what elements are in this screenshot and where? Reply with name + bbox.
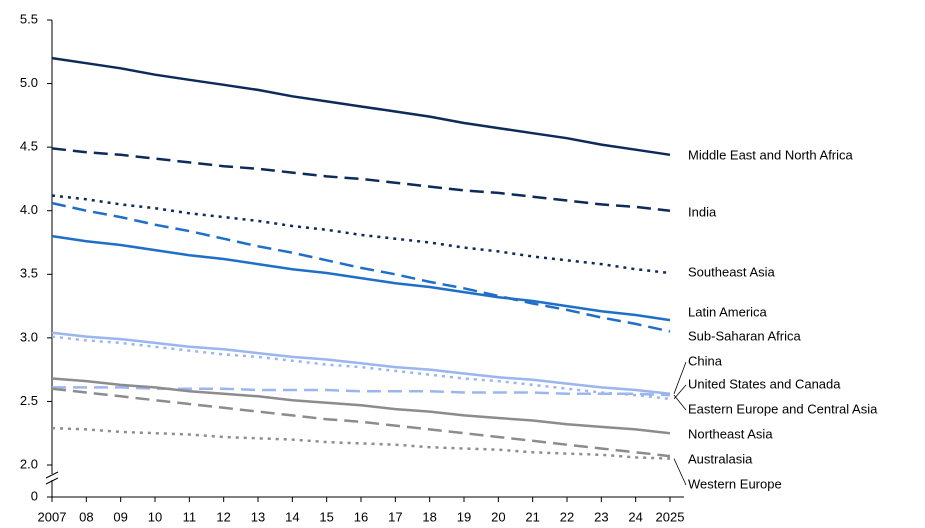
x-tick-label: 15	[319, 509, 333, 524]
y-tick-label: 2.5	[20, 393, 38, 408]
y-tick-label: 5.0	[20, 75, 38, 90]
x-tick-label: 20	[491, 509, 505, 524]
series-line	[51, 331, 671, 396]
series-line	[51, 426, 671, 460]
leader-line	[673, 458, 687, 486]
x-tick-label: 2025	[656, 509, 685, 524]
series-label: Southeast Asia	[688, 264, 775, 279]
x-tick-label: 11	[183, 509, 197, 524]
y-tick-label: 4.0	[20, 202, 38, 217]
series-label: Sub-Saharan Africa	[688, 328, 802, 343]
leader-line	[673, 394, 687, 411]
series-line	[51, 377, 671, 435]
series-label: Eastern Europe and Central Asia	[688, 401, 878, 416]
y-tick-label: 3.0	[20, 329, 38, 344]
series-line	[51, 147, 671, 212]
leader-line	[673, 361, 687, 394]
x-tick-label: 10	[148, 509, 162, 524]
x-tick-label: 21	[525, 509, 539, 524]
x-tick-label: 12	[216, 509, 230, 524]
y-tick-label: 4.5	[20, 139, 38, 154]
x-tick-label: 22	[560, 509, 574, 524]
x-tick-label: 23	[594, 509, 608, 524]
x-tick-label: 16	[354, 509, 368, 524]
y-tick-label: 5.5	[20, 11, 38, 26]
series-label: Western Europe	[688, 476, 782, 491]
series-label: Middle East and North Africa	[688, 147, 854, 162]
y-tick-label: 3.5	[20, 266, 38, 281]
x-tick-label: 13	[251, 509, 265, 524]
series-line	[51, 56, 671, 157]
x-tick-label: 08	[79, 509, 93, 524]
x-tick-label: 17	[388, 509, 402, 524]
series-line	[51, 201, 671, 333]
series-label: Australasia	[688, 451, 753, 466]
series-label: Northeast Asia	[688, 426, 773, 441]
series-label: United States and Canada	[688, 376, 841, 391]
y-tick-label: 2.0	[20, 456, 38, 471]
series-line	[51, 194, 671, 275]
axis-break	[45, 471, 59, 479]
axis-break-gap	[46, 474, 58, 480]
leader-line	[673, 384, 687, 400]
x-tick-label: 09	[113, 509, 127, 524]
series-line	[52, 386, 671, 397]
x-tick-label: 18	[422, 509, 436, 524]
x-tick-label: 14	[285, 509, 299, 524]
axis-break	[45, 477, 59, 485]
x-tick-label: 24	[628, 509, 642, 524]
x-tick-label: 2007	[38, 509, 67, 524]
series-label: Latin America	[688, 304, 768, 319]
y-tick-label: 0	[31, 488, 38, 503]
series-line	[51, 387, 671, 458]
x-tick-label: 19	[457, 509, 471, 524]
series-label: China	[688, 353, 723, 368]
series-line	[51, 234, 671, 322]
series-label: India	[688, 204, 717, 219]
